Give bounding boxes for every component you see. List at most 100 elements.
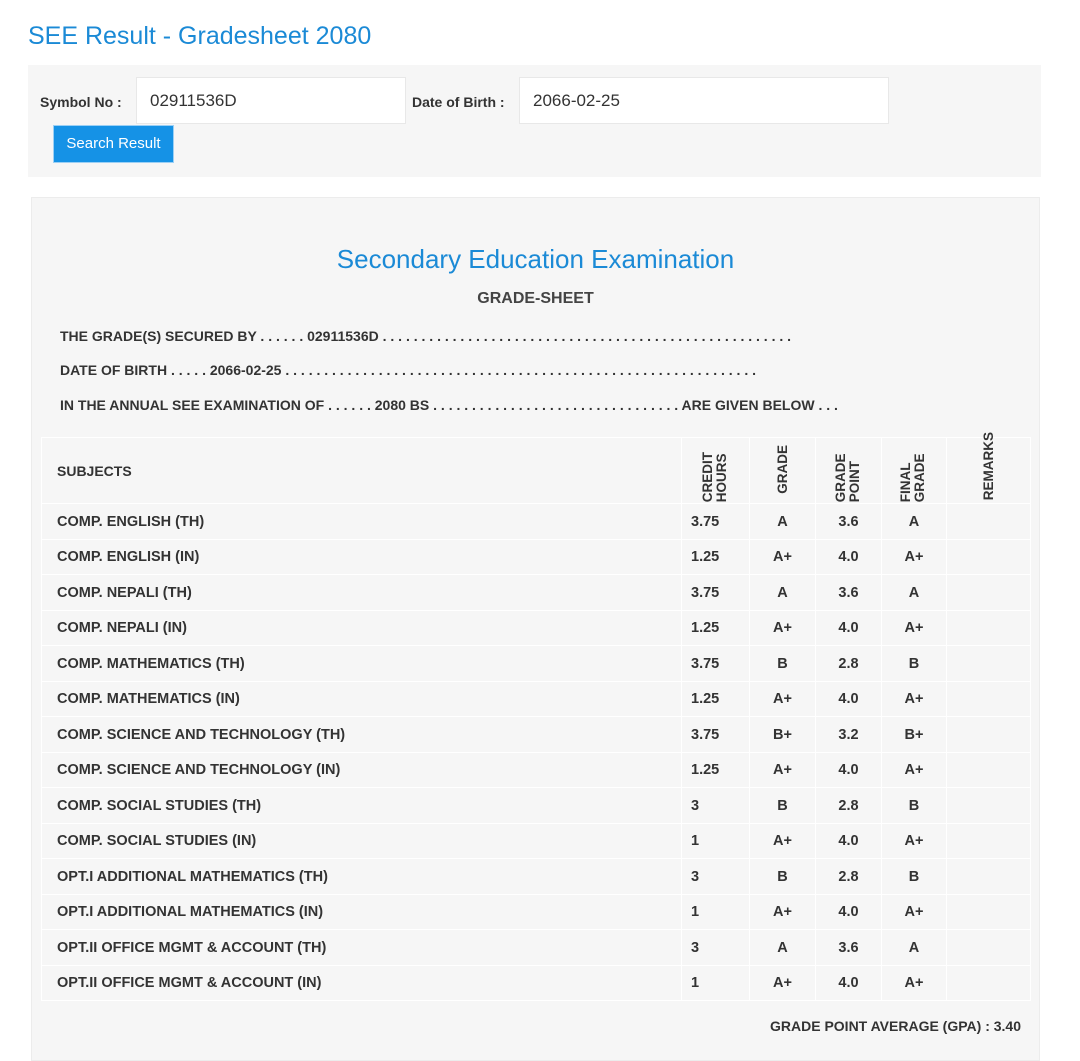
cell-final-grade: A+	[881, 822, 947, 860]
cell-remarks	[946, 822, 1031, 860]
cell-grade-point: 2.8	[815, 645, 882, 682]
cell-subject: OPT.I ADDITIONAL MATHEMATICS (IN)	[41, 893, 682, 931]
table-row: COMP. MATHEMATICS (TH) 3.75 B 2.8 B	[41, 645, 1031, 682]
cell-final-grade: A	[881, 929, 947, 966]
cell-grade-point: 3.6	[815, 574, 882, 611]
table-row: COMP. SOCIAL STUDIES (IN) 1 A+ 4.0 A+	[41, 822, 1031, 860]
cell-subject: COMP. SOCIAL STUDIES (TH)	[41, 787, 682, 824]
table-row: COMP. SCIENCE AND TECHNOLOGY (TH) 3.75 B+ 3…	[41, 716, 1031, 753]
search-form: Symbol No : 02911536D Date of Birth : 20…	[28, 65, 1041, 177]
col-final-grade: FINAL GRADE	[898, 453, 927, 502]
cell-grade: B	[749, 645, 816, 682]
cell-remarks	[946, 751, 1031, 789]
cell-credit-hours: 3.75	[681, 716, 750, 753]
secured-by-line: THE GRADE(S) SECURED BY . . . . . . 0291…	[60, 328, 792, 344]
cell-grade-point: 4.0	[815, 538, 882, 576]
cell-subject: COMP. SOCIAL STUDIES (IN)	[41, 822, 682, 860]
cell-final-grade: A+	[881, 964, 947, 1002]
symbol-input[interactable]: 02911536D	[136, 77, 406, 124]
cell-final-grade: A+	[881, 893, 947, 931]
cell-final-grade: A+	[881, 751, 947, 789]
cell-remarks	[946, 503, 1031, 540]
page-title: SEE Result - Gradesheet 2080	[28, 22, 372, 50]
col-grade: GRADE	[774, 444, 790, 494]
cell-final-grade: A	[881, 574, 947, 611]
cell-remarks	[946, 574, 1031, 611]
col-remarks: REMARKS	[980, 432, 996, 501]
table-row: COMP. NEPALI (IN) 1.25 A+ 4.0 A+	[41, 609, 1031, 647]
cell-grade: B+	[749, 716, 816, 753]
table-header: SUBJECTS CREDIT HOURS GRADE GRADE POINT …	[41, 432, 1031, 505]
search-result-button[interactable]: Search Result	[53, 125, 174, 163]
cell-final-grade: B	[881, 787, 947, 824]
cell-grade-point: 2.8	[815, 787, 882, 824]
table-row: OPT.I ADDITIONAL MATHEMATICS (IN) 1 A+ 4.0 A…	[41, 893, 1031, 931]
cell-grade: A+	[749, 822, 816, 860]
cell-credit-hours: 3.75	[681, 574, 750, 611]
cell-credit-hours: 1.25	[681, 751, 750, 789]
cell-subject: COMP. MATHEMATICS (IN)	[41, 680, 682, 718]
cell-credit-hours: 1	[681, 964, 750, 1002]
table-row: OPT.II OFFICE MGMT & ACCOUNT (TH) 3 A 3.6 A	[41, 929, 1031, 966]
cell-final-grade: B+	[881, 716, 947, 753]
cell-credit-hours: 3.75	[681, 503, 750, 540]
cell-credit-hours: 1.25	[681, 680, 750, 718]
cell-grade: A	[749, 929, 816, 966]
cell-subject: COMP. MATHEMATICS (TH)	[41, 645, 682, 682]
cell-remarks	[946, 538, 1031, 576]
cell-remarks	[946, 645, 1031, 682]
table-row: COMP. NEPALI (TH) 3.75 A 3.6 A	[41, 574, 1031, 611]
exam-heading: Secondary Education Examination	[336, 244, 735, 274]
cell-grade-point: 4.0	[815, 964, 882, 1002]
cell-grade-point: 4.0	[815, 680, 882, 718]
cell-credit-hours: 3.75	[681, 645, 750, 682]
cell-subject: OPT.I ADDITIONAL MATHEMATICS (TH)	[41, 858, 682, 895]
col-subjects: SUBJECTS	[41, 436, 682, 505]
cell-subject: COMP. ENGLISH (IN)	[41, 538, 682, 576]
cell-remarks	[946, 680, 1031, 718]
symbol-label: Symbol No :	[40, 94, 122, 110]
cell-grade: A+	[749, 751, 816, 789]
cell-grade: A+	[749, 893, 816, 931]
cell-final-grade: B	[881, 858, 947, 895]
cell-subject: OPT.II OFFICE MGMT & ACCOUNT (IN)	[41, 964, 682, 1002]
cell-subject: COMP. ENGLISH (TH)	[41, 503, 682, 540]
cell-grade: A	[749, 574, 816, 611]
cell-remarks	[946, 609, 1031, 647]
cell-final-grade: A+	[881, 538, 947, 576]
cell-final-grade: A+	[881, 680, 947, 718]
cell-subject: COMP. SCIENCE AND TECHNOLOGY (IN)	[41, 751, 682, 789]
cell-credit-hours: 1.25	[681, 609, 750, 647]
cell-subject: COMP. NEPALI (IN)	[41, 609, 682, 647]
cell-grade-point: 4.0	[815, 609, 882, 647]
cell-grade-point: 2.8	[815, 858, 882, 895]
cell-remarks	[946, 858, 1031, 895]
cell-credit-hours: 3	[681, 787, 750, 824]
cell-credit-hours: 1.25	[681, 538, 750, 576]
cell-remarks	[946, 964, 1031, 1002]
cell-grade: A+	[749, 538, 816, 576]
cell-remarks	[946, 893, 1031, 931]
col-grade-point: GRADE POINT	[832, 453, 862, 502]
cell-remarks	[946, 787, 1031, 824]
cell-subject: COMP. SCIENCE AND TECHNOLOGY (TH)	[41, 716, 682, 753]
cell-grade: A+	[749, 964, 816, 1002]
table-row: COMP. SCIENCE AND TECHNOLOGY (IN) 1.25 A+ 4…	[41, 751, 1031, 789]
cell-final-grade: A	[881, 503, 947, 540]
cell-grade-point: 3.6	[815, 503, 882, 540]
dob-input[interactable]: 2066-02-25	[519, 77, 889, 124]
cell-credit-hours: 1	[681, 822, 750, 860]
cell-credit-hours: 3	[681, 858, 750, 895]
col-credit-hours: CREDIT HOURS	[699, 451, 729, 502]
table-row: COMP. ENGLISH (TH) 3.75 A 3.6 A	[41, 503, 1031, 540]
grades-table: SUBJECTS CREDIT HOURS GRADE GRADE POINT …	[41, 432, 1031, 1002]
cell-final-grade: A+	[881, 609, 947, 647]
cell-grade: A+	[749, 609, 816, 647]
cell-grade: A+	[749, 680, 816, 718]
cell-grade-point: 4.0	[815, 822, 882, 860]
table-row: COMP. MATHEMATICS (IN) 1.25 A+ 4.0 A+	[41, 680, 1031, 718]
dob-line: DATE OF BIRTH . . . . . 2066-02-25 . . .…	[60, 362, 757, 378]
exam-line: IN THE ANNUAL SEE EXAMINATION OF . . . .…	[60, 397, 838, 413]
table-row: COMP. SOCIAL STUDIES (TH) 3 B 2.8 B	[41, 787, 1031, 824]
table-row: OPT.II OFFICE MGMT & ACCOUNT (IN) 1 A+ 4.0 A…	[41, 964, 1031, 1002]
